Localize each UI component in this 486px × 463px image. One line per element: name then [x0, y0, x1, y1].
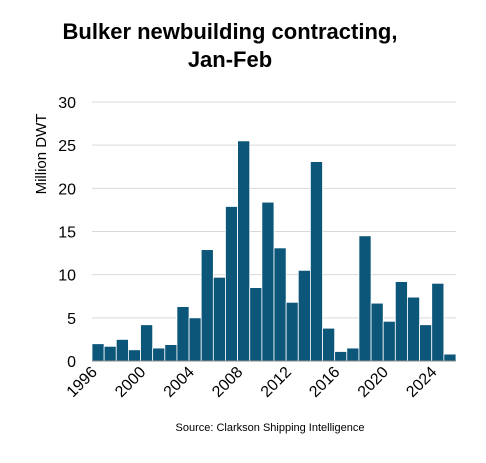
- chart-title-line-2: Jan-Feb: [187, 47, 273, 72]
- y-tick-label: 0: [67, 354, 76, 371]
- bar-2024: [431, 282, 445, 362]
- x-tick-label: 2020: [355, 364, 392, 401]
- bar-2012: [285, 301, 299, 362]
- y-tick-label: 15: [58, 225, 76, 242]
- bar-2005: [200, 249, 214, 362]
- bar-2025: [443, 353, 457, 362]
- bar-2017: [346, 347, 360, 362]
- bar-2008: [237, 140, 251, 362]
- bar-2020: [382, 320, 396, 362]
- bar-2007: [225, 206, 238, 362]
- bar-1997: [103, 345, 117, 362]
- y-tick-label: 20: [58, 181, 76, 198]
- x-tick-label: 2012: [258, 364, 295, 401]
- bar-2002: [164, 344, 178, 362]
- bar-2015: [322, 327, 336, 362]
- bar-2018: [358, 235, 372, 362]
- x-tick-label: 2024: [403, 364, 440, 401]
- source-note: Source: Clarkson Shipping Intelligence: [175, 422, 365, 434]
- y-tick-label: 5: [67, 311, 76, 328]
- bar-2010: [261, 201, 275, 362]
- bar-2001: [152, 347, 166, 362]
- bar-2014: [309, 161, 323, 362]
- bar-2019: [370, 302, 384, 362]
- x-tick-label: 2000: [112, 364, 149, 401]
- bar-2013: [297, 269, 311, 362]
- bars: [91, 140, 457, 362]
- y-axis-label: Million DWT: [33, 114, 50, 195]
- bar-2003: [176, 306, 190, 362]
- x-tick-label: 2004: [161, 364, 198, 401]
- x-tick-labels: 1996 2000 2004 2008 2012 2016 2020 2024: [64, 364, 441, 401]
- chart-title-line-1: Bulker newbuilding contracting,: [62, 19, 398, 44]
- y-tick-label: 30: [58, 95, 76, 112]
- bar-2011: [273, 247, 287, 362]
- bar-2004: [188, 317, 202, 362]
- y-tick-labels: 0 5 10 15 20 25 30: [58, 95, 76, 371]
- bar-1996: [91, 343, 105, 362]
- y-tick-label: 10: [58, 268, 76, 285]
- bar-1999: [127, 349, 141, 362]
- bar-2006: [212, 276, 226, 362]
- bar-2009: [249, 287, 263, 362]
- bar-2021: [394, 281, 408, 362]
- x-tick-label: 2008: [209, 364, 246, 401]
- y-tick-label: 25: [58, 138, 76, 155]
- bar-1998: [115, 339, 129, 362]
- bar-2023: [419, 324, 433, 362]
- bar-2022: [407, 296, 421, 362]
- bar-2000: [140, 324, 154, 362]
- chart-title: Bulker newbuilding contracting, Jan-Feb: [0, 18, 460, 74]
- bar-2016: [334, 351, 348, 362]
- x-tick-label: 2016: [306, 364, 343, 401]
